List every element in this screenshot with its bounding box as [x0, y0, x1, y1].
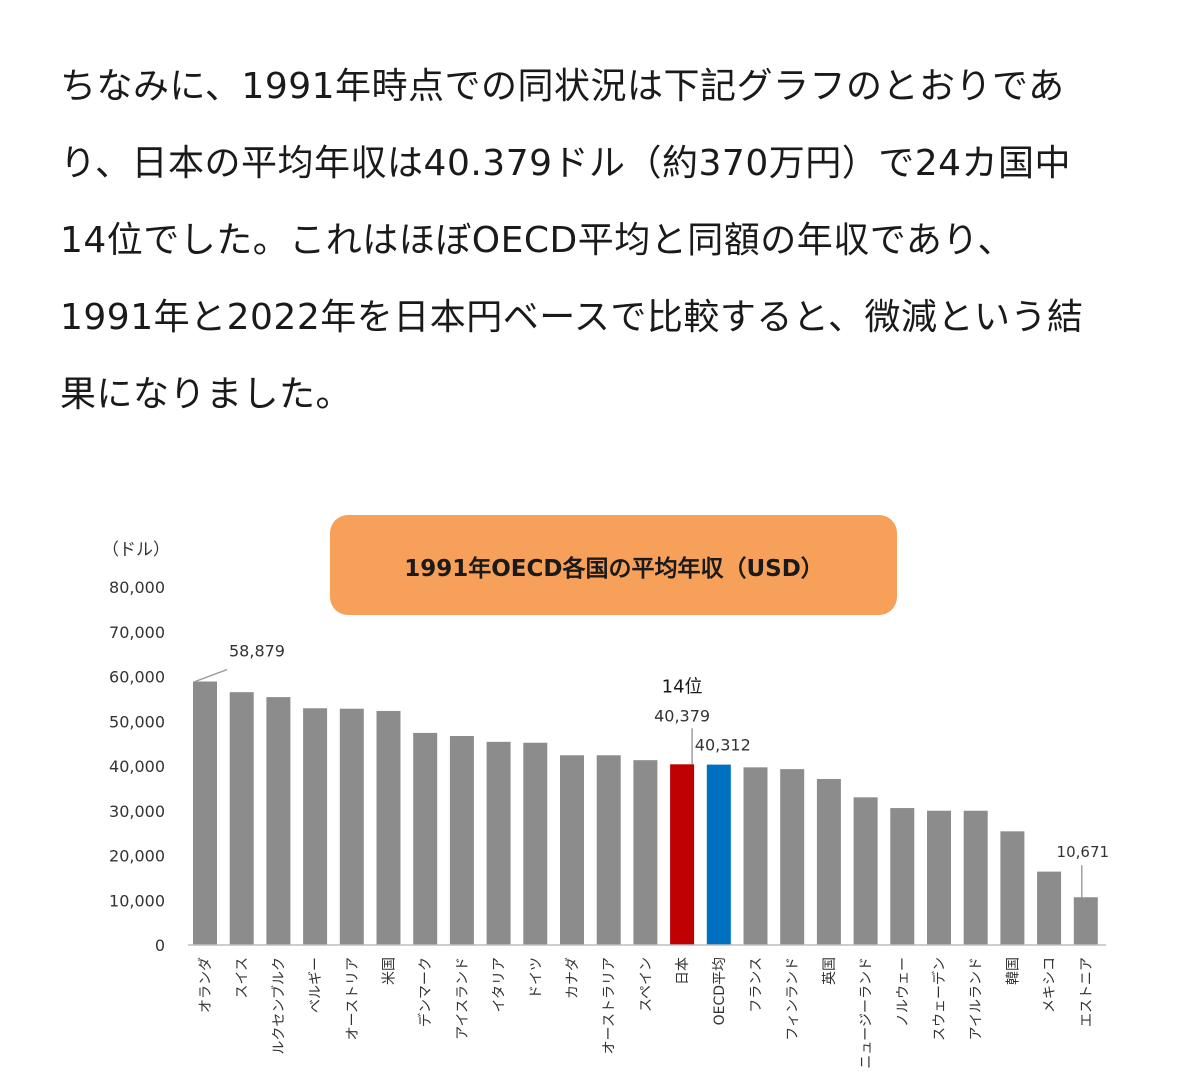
article-line: 1991年と2022年を日本円ベースで比較すると、微減という結: [60, 297, 1084, 338]
x-tick-label: オーストラリア: [602, 957, 618, 1054]
x-tick-label: ルクセンブルク: [270, 957, 287, 1055]
x-tick-label: アイスランド: [455, 957, 471, 1040]
data-label: 40,379: [654, 706, 710, 725]
bar: [1000, 831, 1025, 945]
leader-line: [194, 668, 228, 683]
bar: [780, 769, 805, 945]
rank-annotation: 14位: [662, 676, 703, 697]
y-tick-label: 0: [155, 936, 165, 955]
y-tick-label: 80,000: [109, 578, 165, 597]
data-label: 40,312: [695, 736, 751, 755]
x-tick-label: メキシコ: [1042, 957, 1058, 1013]
bar: [743, 767, 768, 945]
y-tick-label: 30,000: [109, 802, 165, 821]
bar: [963, 810, 988, 945]
y-tick-label: 10,000: [109, 891, 165, 910]
x-tick-label: イタリア: [492, 957, 508, 1012]
article-line: ちなみに、1991年時点での同状況は下記グラフのとおりであ: [60, 66, 1065, 107]
bar: [303, 708, 328, 945]
x-tick-label: アイルランド: [969, 957, 985, 1040]
bar: [890, 808, 915, 945]
x-tick-label: スウェーデン: [931, 957, 948, 1041]
x-tick-label: ノルウェー: [895, 957, 911, 1027]
bar: [413, 732, 438, 945]
bar: [1037, 871, 1062, 945]
bar: [1073, 897, 1098, 945]
x-tick-label: 韓国: [1005, 957, 1021, 985]
x-tick-label: 日本: [675, 957, 691, 985]
x-tick-label: ドイツ: [528, 957, 544, 999]
bar: [339, 708, 364, 945]
bar: [449, 736, 474, 945]
article-paragraph: ちなみに、1991年時点での同状況は下記グラフのとおりであ り、日本の平均年収は…: [60, 48, 1150, 433]
x-tick-label: ニュージーランド: [859, 957, 875, 1069]
article-line: 14位でした。これはほぼOECD平均と同額の年収であり、: [60, 220, 1014, 261]
x-tick-label: ベルギー: [308, 957, 324, 1013]
y-axis-unit-label: （ドル）: [102, 540, 170, 560]
bar: [853, 797, 878, 945]
bar: [193, 681, 217, 945]
x-tick-label: スペイン: [638, 957, 654, 1012]
bar: [633, 760, 658, 945]
bar: [670, 764, 695, 945]
y-tick-label: 20,000: [109, 847, 165, 866]
data-label: 10,671: [1057, 843, 1110, 861]
bar: [816, 778, 841, 945]
chart-title: 1991年OECD各国の平均年収（USD）: [404, 555, 824, 582]
article-line: 果になりました。: [60, 374, 353, 415]
y-tick-label: 50,000: [109, 712, 165, 731]
bar: [376, 710, 401, 945]
y-tick-label: 40,000: [109, 757, 165, 776]
bar: [266, 697, 291, 945]
data-label: 58,879: [229, 642, 285, 661]
bar-chart: 1991年OECD各国の平均年収（USD） （ドル） 80,000 70,000 6…: [102, 515, 1110, 1069]
x-tick-label: オランダ: [198, 957, 214, 1013]
bar: [560, 755, 584, 945]
x-tick-label: フィンランド: [785, 957, 801, 1041]
y-tick-label: 70,000: [109, 623, 165, 642]
chart-title-box: [330, 515, 897, 615]
bar: [229, 692, 254, 945]
x-tick-label: 英国: [821, 957, 838, 985]
x-tick-label: カナダ: [565, 957, 581, 999]
bar: [486, 741, 511, 945]
x-tick-label: スイス: [235, 957, 251, 999]
x-tick-label: OECD平均: [712, 957, 728, 1025]
bar: [927, 810, 951, 945]
bar: [523, 742, 548, 945]
chart-container: 1991年OECD各国の平均年収（USD） （ドル） 80,000 70,000 6…: [0, 500, 1200, 1079]
article-line: り、日本の平均年収は40.379ドル（約370万円）で24カ国中: [60, 143, 1072, 184]
x-tick-label: 米国: [382, 957, 398, 985]
bar: [596, 755, 621, 945]
x-tick-label: エストニア: [1079, 957, 1095, 1027]
y-tick-label: 60,000: [109, 668, 165, 687]
x-tick-label: デンマーク: [417, 957, 434, 1027]
x-tick-label: フランス: [749, 957, 765, 1013]
bar: [706, 764, 731, 945]
x-tick-label: オーストリア: [345, 957, 361, 1040]
